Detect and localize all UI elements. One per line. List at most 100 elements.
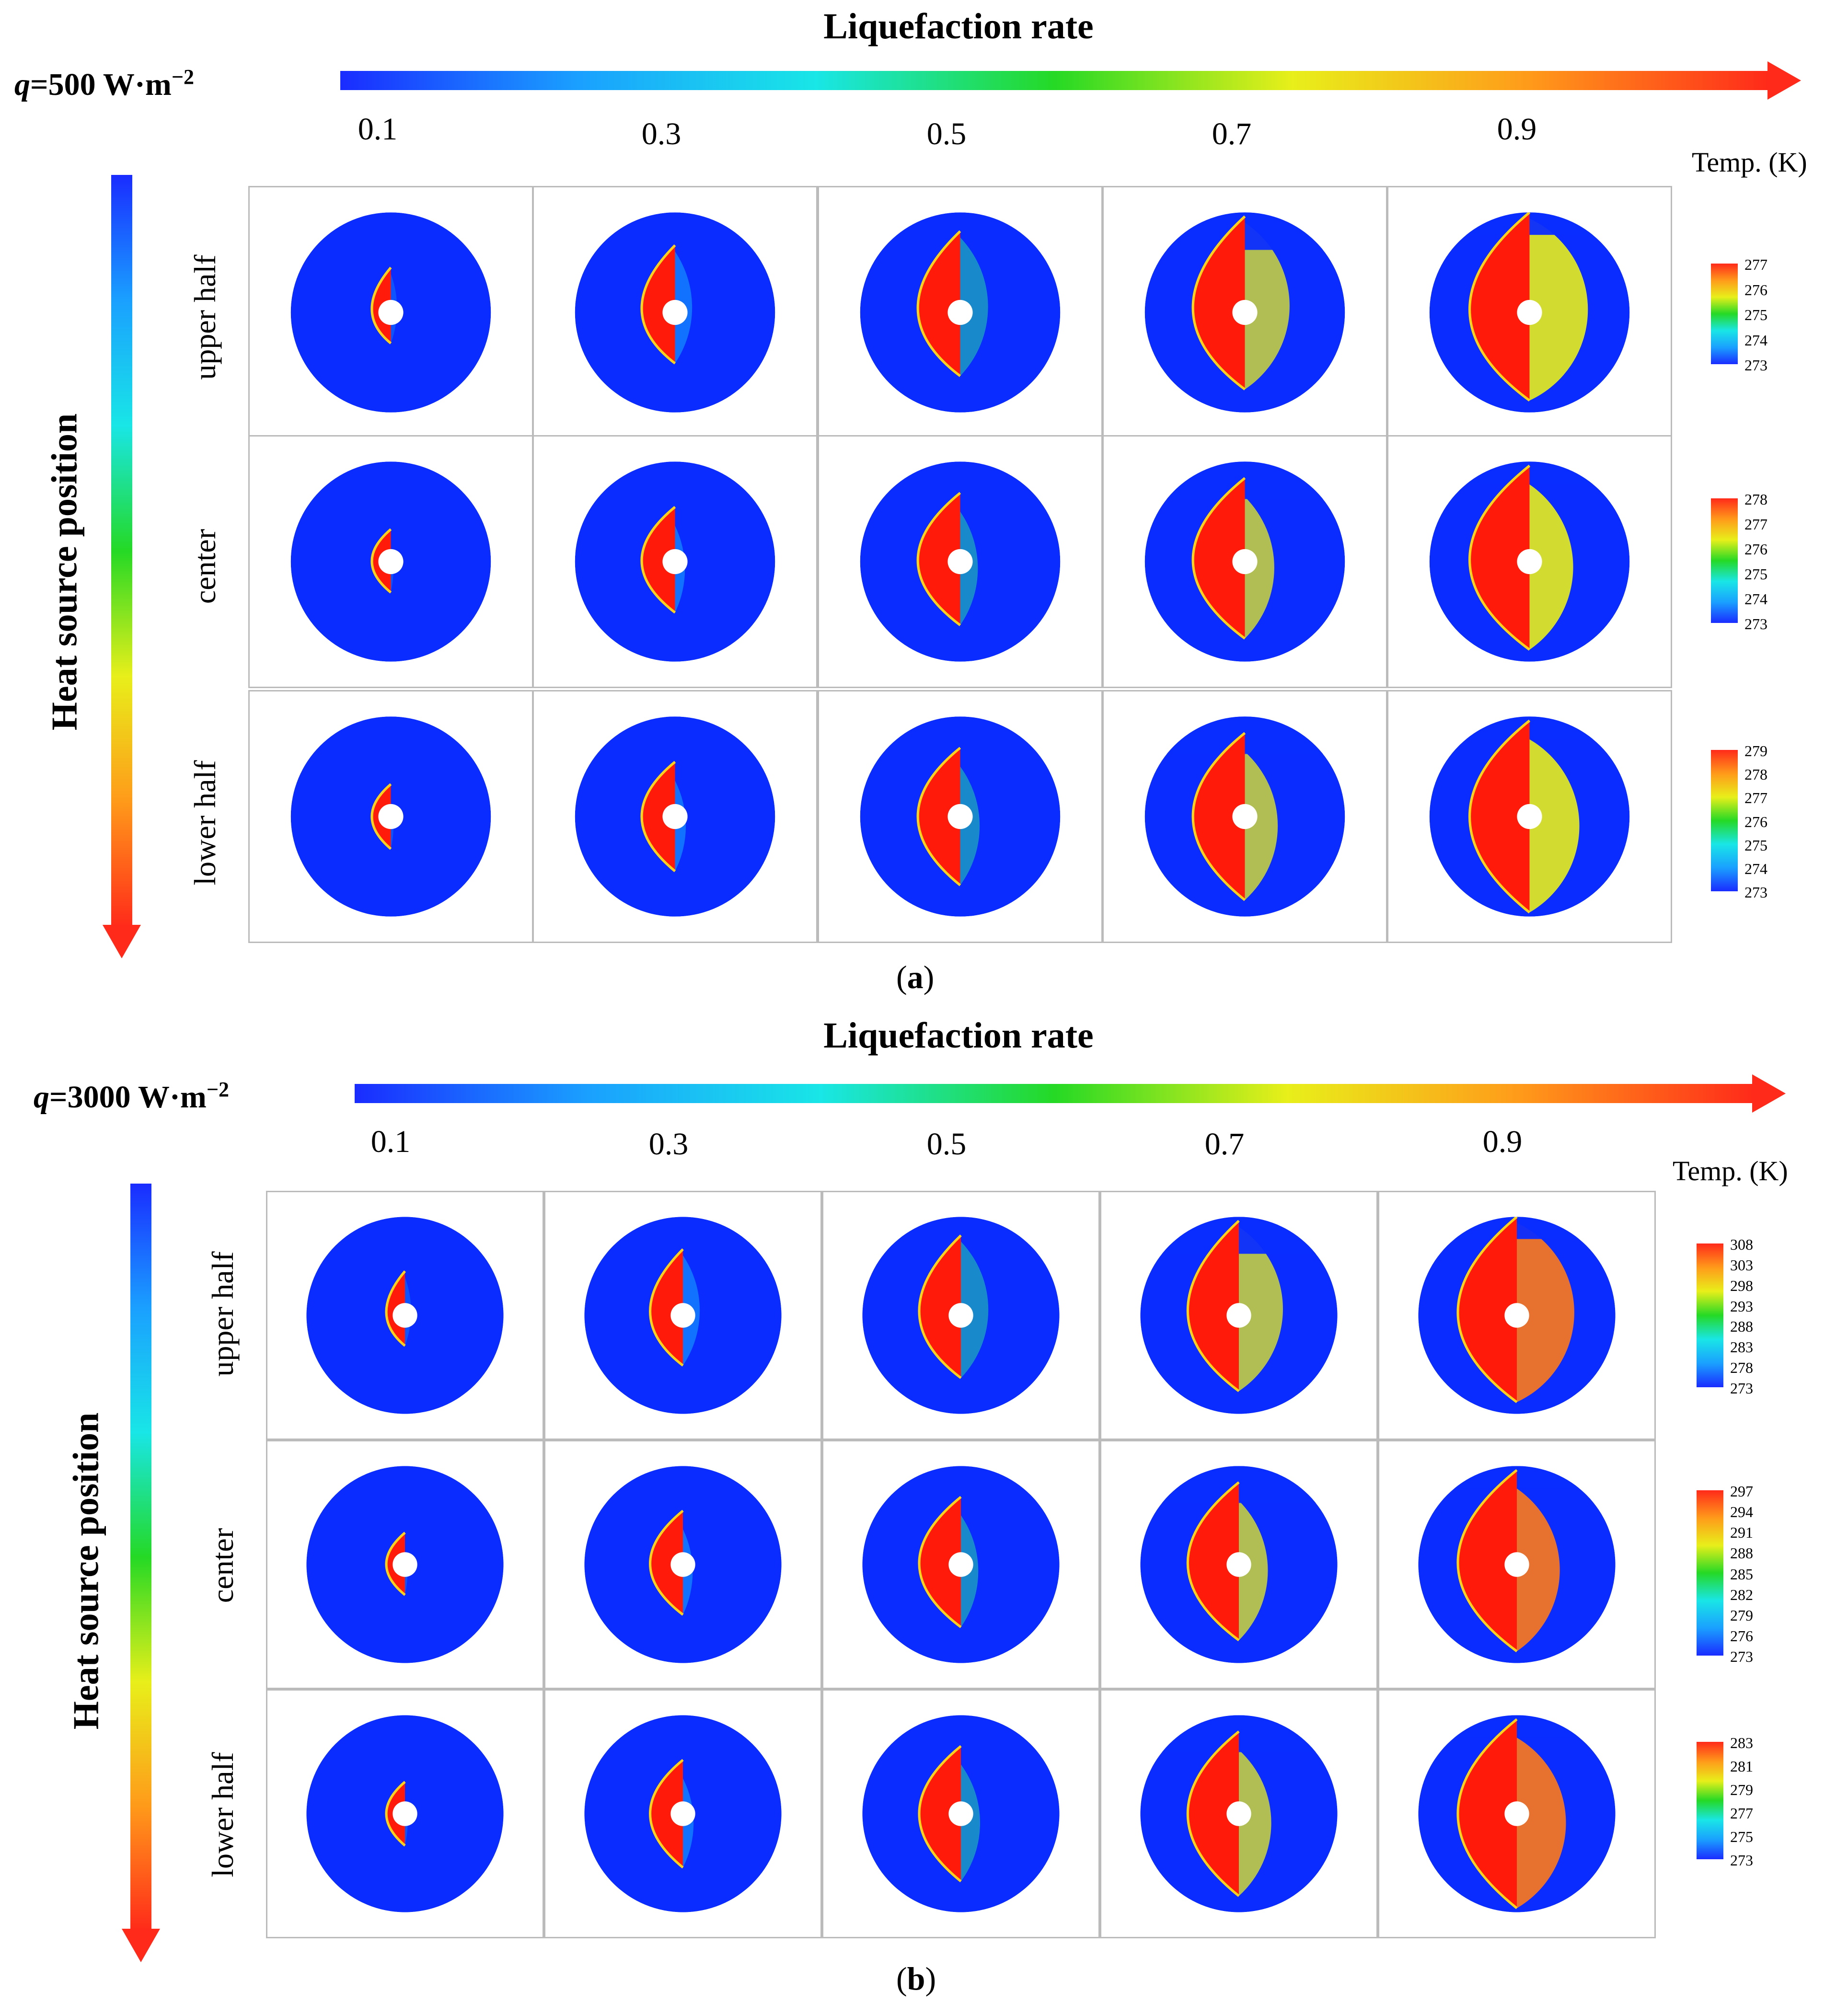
caption-a: (a) (896, 959, 935, 995)
heat-source-position-arrowhead (122, 1929, 160, 1962)
colorbar-tick-label: 285 (1730, 1565, 1753, 1583)
contour-cell-center-rate-0.1 (266, 1440, 544, 1689)
rate-label: 0.9 (1497, 112, 1537, 147)
heat-flux-label: q=500 W·m−2 (14, 65, 194, 103)
temperature-colorbar-center (1711, 498, 1738, 623)
colorbar-tick-label: 279 (1730, 1781, 1753, 1798)
colorbar-tick-label: 282 (1730, 1586, 1753, 1603)
melt-front (385, 1531, 406, 1596)
melt-front (1456, 1469, 1518, 1653)
contour-cell-lower-half-rate-0.1 (266, 1689, 544, 1938)
melt-front (918, 1234, 962, 1379)
heat-source-tube (1504, 1552, 1529, 1577)
temperature-wash (1529, 219, 1588, 401)
colorbar-tick-label: 298 (1730, 1277, 1753, 1294)
rate-label: 0.1 (370, 1124, 411, 1159)
colorbar-tick-label: 291 (1730, 1524, 1753, 1542)
liquefaction-rate-arrow (355, 1084, 1754, 1103)
heat-source-tube (1504, 1801, 1529, 1826)
heat-source-tube (948, 1801, 973, 1826)
colorbar-tick-label: 276 (1744, 813, 1767, 830)
melt-front (1186, 1730, 1240, 1897)
heat-source-tube (1517, 549, 1542, 575)
melt-front (918, 1745, 962, 1883)
colorbar-tick-label: 273 (1730, 1380, 1753, 1397)
contour-cell-center-rate-0.1 (248, 435, 533, 688)
temperature-wash (960, 766, 980, 886)
colorbar-tick-label: 274 (1744, 331, 1767, 349)
temperature-unit-label: Temp. (K) (1673, 1155, 1788, 1186)
melt-front (916, 492, 961, 626)
melt-front (370, 528, 392, 594)
heat-flux-exponent: −2 (206, 1078, 229, 1101)
colorbar-tick-label: 283 (1730, 1734, 1753, 1751)
contour-cell-lower-half-rate-0.3 (544, 1689, 822, 1938)
caption-letter: b (907, 1960, 925, 1997)
temperature-wash (960, 237, 988, 376)
contour-cell-center-rate-0.9 (1378, 1440, 1656, 1689)
liquefaction-rate-arrow (340, 71, 1768, 90)
temperature-wash (1517, 1488, 1560, 1652)
heat-source-tube (393, 1801, 417, 1826)
contour-cell-upper-half-rate-0.1 (266, 1191, 544, 1440)
contour-cell-lower-half-rate-0.5 (818, 690, 1103, 943)
temperature-wash (961, 1764, 981, 1882)
heat-source-tube (947, 299, 973, 325)
melt-front (640, 244, 676, 365)
colorbar-tick-label: 281 (1730, 1758, 1753, 1775)
colorbar-tick-label: 283 (1730, 1338, 1753, 1356)
heat-source-tube (378, 804, 404, 829)
contour-cell-lower-half-rate-0.9 (1387, 690, 1672, 943)
temperature-unit-label: Temp. (K) (1692, 147, 1807, 178)
temperature-wash (1245, 496, 1274, 639)
melt-front (1191, 215, 1246, 391)
melt-front (916, 747, 961, 886)
liquefaction-rate-arrowhead (1767, 61, 1801, 100)
colorbar-tick-label: 275 (1744, 306, 1767, 323)
melt-front (918, 1496, 962, 1628)
melt-front (649, 1248, 684, 1367)
contour-cell-lower-half-rate-0.7 (1100, 1689, 1378, 1938)
colorbar-tick-label: 277 (1744, 789, 1767, 807)
melt-front (1191, 732, 1246, 901)
colorbar-tick-label: 278 (1744, 491, 1767, 508)
contour-cell-upper-half-rate-0.7 (1100, 1191, 1378, 1440)
heat-source-tube (948, 1552, 973, 1577)
colorbar-tick-label: 303 (1730, 1256, 1753, 1274)
colorbar-tick-label: 293 (1730, 1297, 1753, 1315)
rate-label: 0.9 (1482, 1124, 1523, 1159)
heat-source-tube (662, 804, 688, 829)
caption-letter: a (907, 959, 924, 995)
panel-b: Liquefaction rate q=3000 W·m−2 0.1 0.3 0… (0, 1006, 1848, 2003)
colorbar-tick-label: 273 (1730, 1852, 1753, 1869)
colorbar-tick-label: 288 (1730, 1544, 1753, 1562)
heat-source-position-title: Heat source position (66, 1412, 106, 1730)
melt-front (1186, 1481, 1240, 1642)
contour-cell-upper-half-rate-0.1 (248, 186, 533, 439)
temperature-colorbar-lower-half (1697, 1742, 1723, 1859)
colorbar-tick-label: 275 (1744, 565, 1767, 583)
temperature-colorbar-lower-half (1711, 750, 1738, 891)
heat-flux-symbol: q (34, 1080, 49, 1115)
rate-label: 0.1 (358, 112, 398, 147)
colorbar-tick-label: 288 (1730, 1318, 1753, 1335)
row-label-upper-half: upper half (206, 1251, 240, 1377)
melt-front (1468, 464, 1531, 651)
contour-cell-upper-half-rate-0.3 (544, 1191, 822, 1440)
contour-cell-upper-half-rate-0.5 (818, 186, 1103, 439)
melt-front (370, 783, 392, 850)
colorbar-tick-label: 273 (1744, 615, 1767, 633)
contour-cell-center-rate-0.7 (1100, 1440, 1378, 1689)
heat-source-tube (393, 1552, 417, 1577)
colorbar-tick-label: 277 (1744, 516, 1767, 533)
melt-region (642, 245, 675, 364)
melt-front (916, 230, 961, 377)
colorbar-tick-label: 277 (1744, 256, 1767, 273)
temperature-wash (1517, 1738, 1566, 1909)
heat-source-position-arrow (130, 1184, 151, 1931)
contour-cell-upper-half-rate-0.7 (1102, 186, 1387, 439)
colorbar-tick-label: 294 (1730, 1503, 1753, 1521)
contour-cell-lower-half-rate-0.7 (1102, 690, 1387, 943)
colorbar-tick-label: 276 (1744, 281, 1767, 299)
contour-cell-upper-half-rate-0.9 (1387, 186, 1672, 439)
